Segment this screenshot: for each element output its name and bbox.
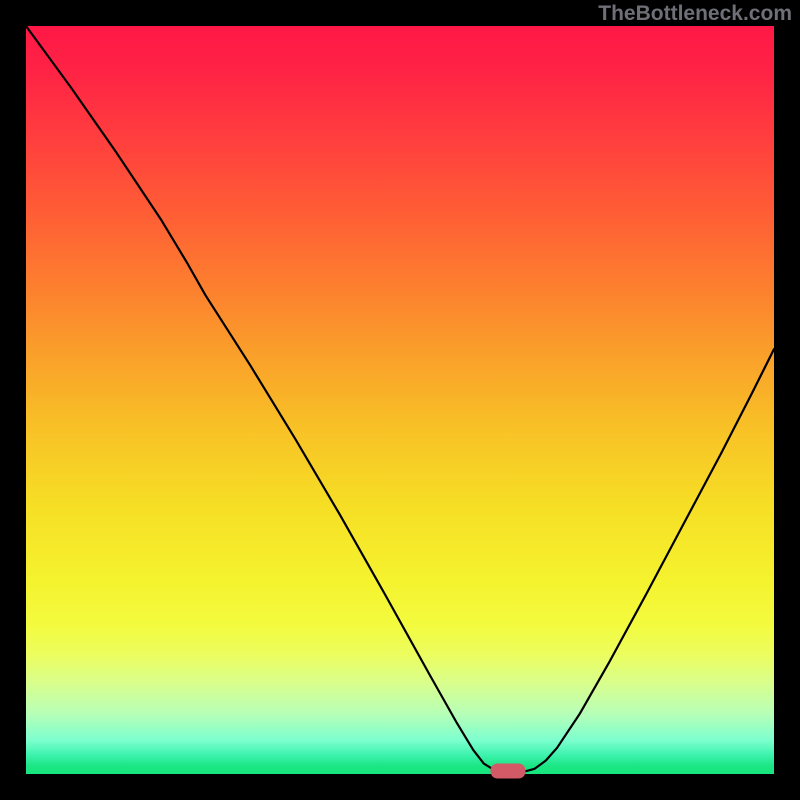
chart-plot-area: [26, 26, 774, 774]
bottleneck-gradient-background: [26, 26, 774, 774]
watermark-text: TheBottleneck.com: [598, 2, 792, 26]
bottleneck-minimum-marker: [491, 764, 526, 779]
